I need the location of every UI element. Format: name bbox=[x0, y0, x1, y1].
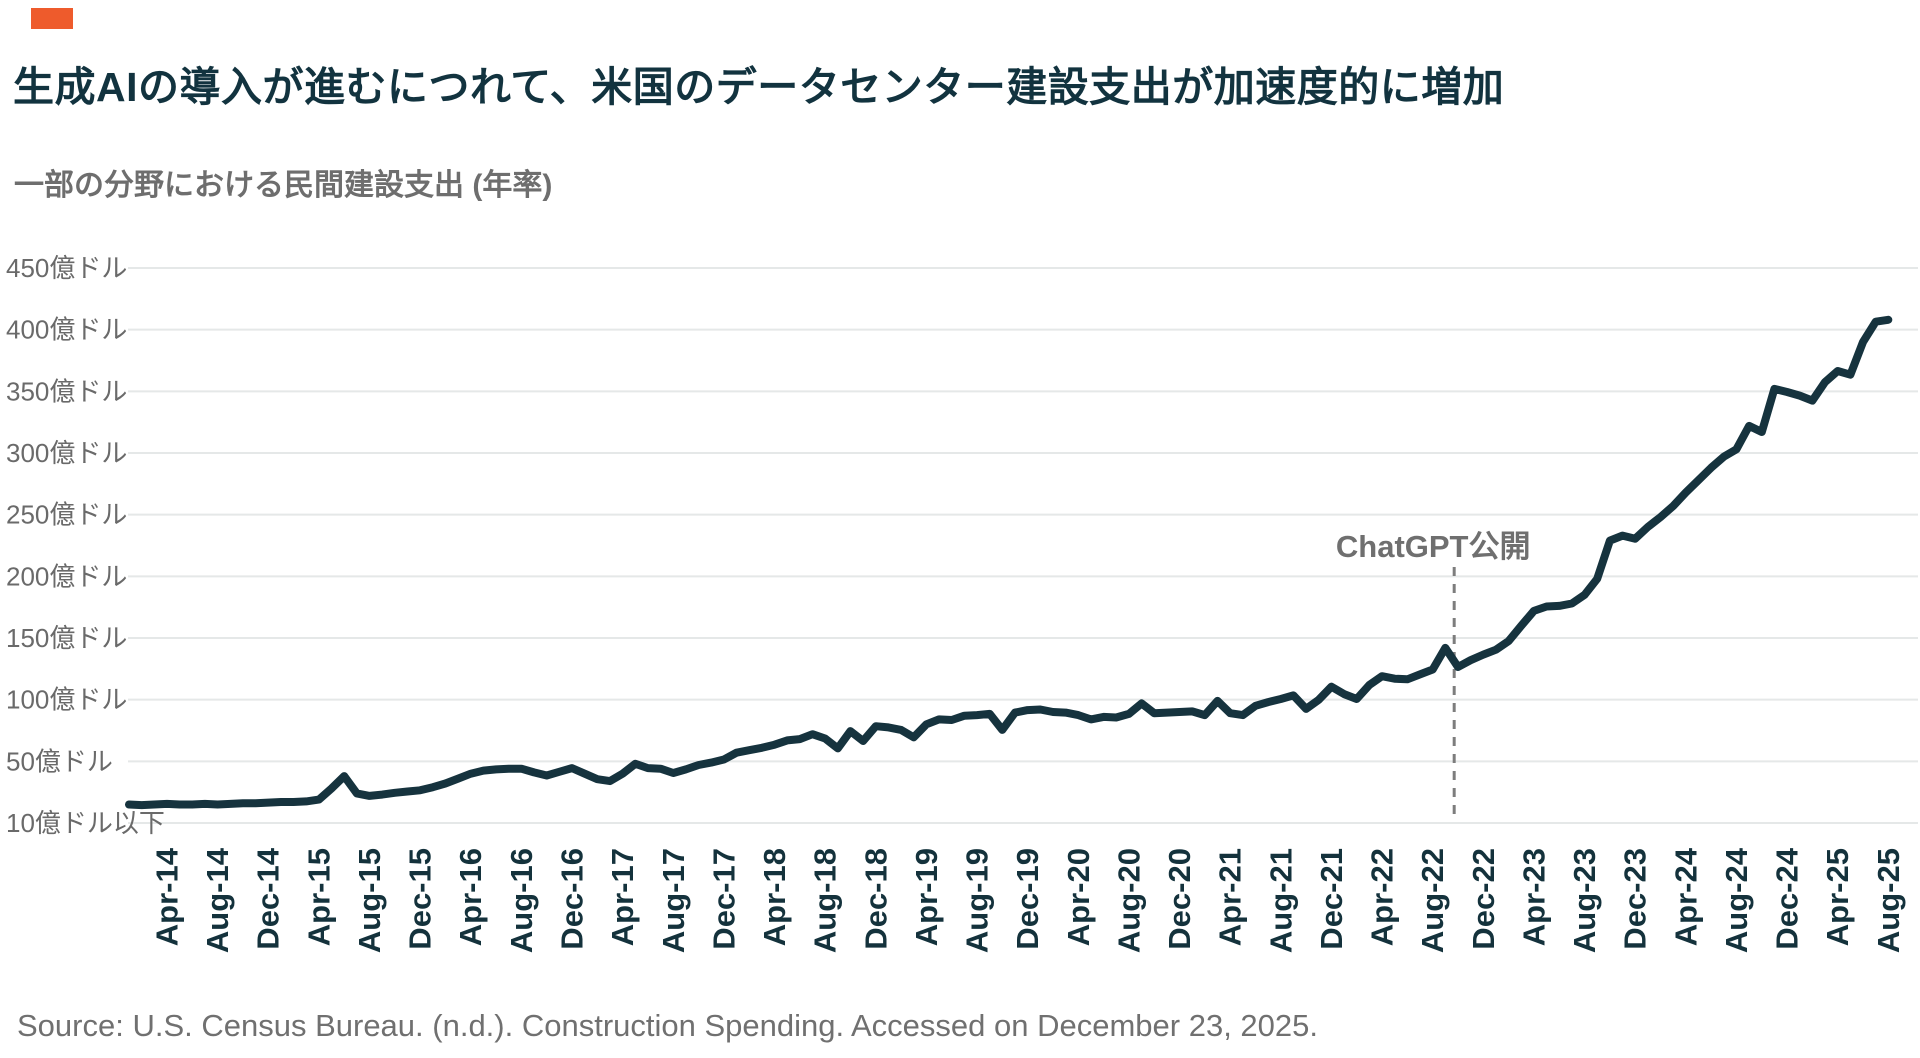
x-axis-label: Aug-24 bbox=[1719, 847, 1754, 953]
x-axis-label: Apr-16 bbox=[453, 848, 488, 946]
x-axis-label: Dec-14 bbox=[251, 847, 286, 949]
x-axis-label: Aug-17 bbox=[656, 848, 691, 953]
chart-subtitle: 一部の分野における民間建設支出 (年率) bbox=[14, 169, 553, 202]
x-axis-label: Apr-20 bbox=[1061, 848, 1096, 946]
x-axis-label: Aug-18 bbox=[808, 848, 843, 953]
x-axis-label: Apr-14 bbox=[149, 847, 184, 946]
x-axis-label: Apr-25 bbox=[1820, 848, 1855, 946]
x-axis-label: Aug-16 bbox=[504, 848, 539, 953]
x-axis-label: Apr-21 bbox=[1213, 848, 1248, 946]
x-axis-label: Apr-24 bbox=[1668, 847, 1703, 946]
x-axis-label: Aug-20 bbox=[1111, 848, 1146, 953]
y-axis-label: 100億ドル bbox=[6, 685, 127, 715]
chatgpt-annotation-label: ChatGPT公開 bbox=[1336, 529, 1531, 564]
x-axis-label: Apr-23 bbox=[1516, 848, 1551, 946]
accent-bar bbox=[31, 8, 73, 29]
x-axis-label: Dec-17 bbox=[706, 848, 741, 950]
source-note: Source: U.S. Census Bureau. (n.d.). Cons… bbox=[17, 1008, 1319, 1043]
y-axis-label: 200億ドル bbox=[6, 561, 127, 591]
x-axis-label: Dec-23 bbox=[1618, 848, 1653, 950]
x-axis-label: Aug-15 bbox=[352, 848, 387, 953]
y-axis-label: 150億ドル bbox=[6, 623, 127, 653]
x-axis-label: Dec-16 bbox=[554, 848, 589, 950]
x-axis-label: Aug-14 bbox=[200, 847, 235, 953]
chart-title: 生成AIの導入が進むにつれて、米国のデータセンター建設支出が加速度的に増加 bbox=[13, 64, 1505, 110]
spending-line bbox=[125, 315, 1893, 810]
x-axis-label: Aug-25 bbox=[1871, 848, 1906, 953]
x-axis-label: Dec-18 bbox=[858, 848, 893, 950]
x-axis-label: Dec-15 bbox=[403, 848, 438, 950]
x-axis-label: Aug-19 bbox=[960, 848, 995, 953]
x-axis-label: Apr-18 bbox=[757, 848, 792, 946]
x-axis-label: Dec-19 bbox=[1010, 848, 1045, 950]
x-axis-label: Dec-22 bbox=[1466, 848, 1501, 950]
y-axis-label: 400億ドル bbox=[6, 315, 127, 345]
y-axis-label: 10億ドル以下 bbox=[6, 808, 165, 838]
x-axis-label: Aug-22 bbox=[1415, 848, 1450, 953]
x-axis-label: Dec-21 bbox=[1314, 848, 1349, 950]
x-axis-label: Apr-17 bbox=[605, 848, 640, 946]
x-axis-label: Dec-20 bbox=[1162, 848, 1197, 950]
y-axis-label: 350億ドル bbox=[6, 376, 127, 406]
x-axis-label: Apr-19 bbox=[909, 848, 944, 946]
y-axis-label: 250億ドル bbox=[6, 500, 127, 530]
y-axis-label: 300億ドル bbox=[6, 438, 127, 468]
x-axis-label: Apr-15 bbox=[301, 848, 336, 946]
y-axis-label: 450億ドル bbox=[6, 253, 127, 283]
x-axis-label: Aug-21 bbox=[1263, 848, 1298, 953]
x-axis-label: Apr-22 bbox=[1365, 848, 1400, 946]
x-axis-label: Dec-24 bbox=[1770, 847, 1805, 949]
y-axis-label: 50億ドル bbox=[6, 746, 113, 776]
x-axis-label: Aug-23 bbox=[1567, 848, 1602, 953]
